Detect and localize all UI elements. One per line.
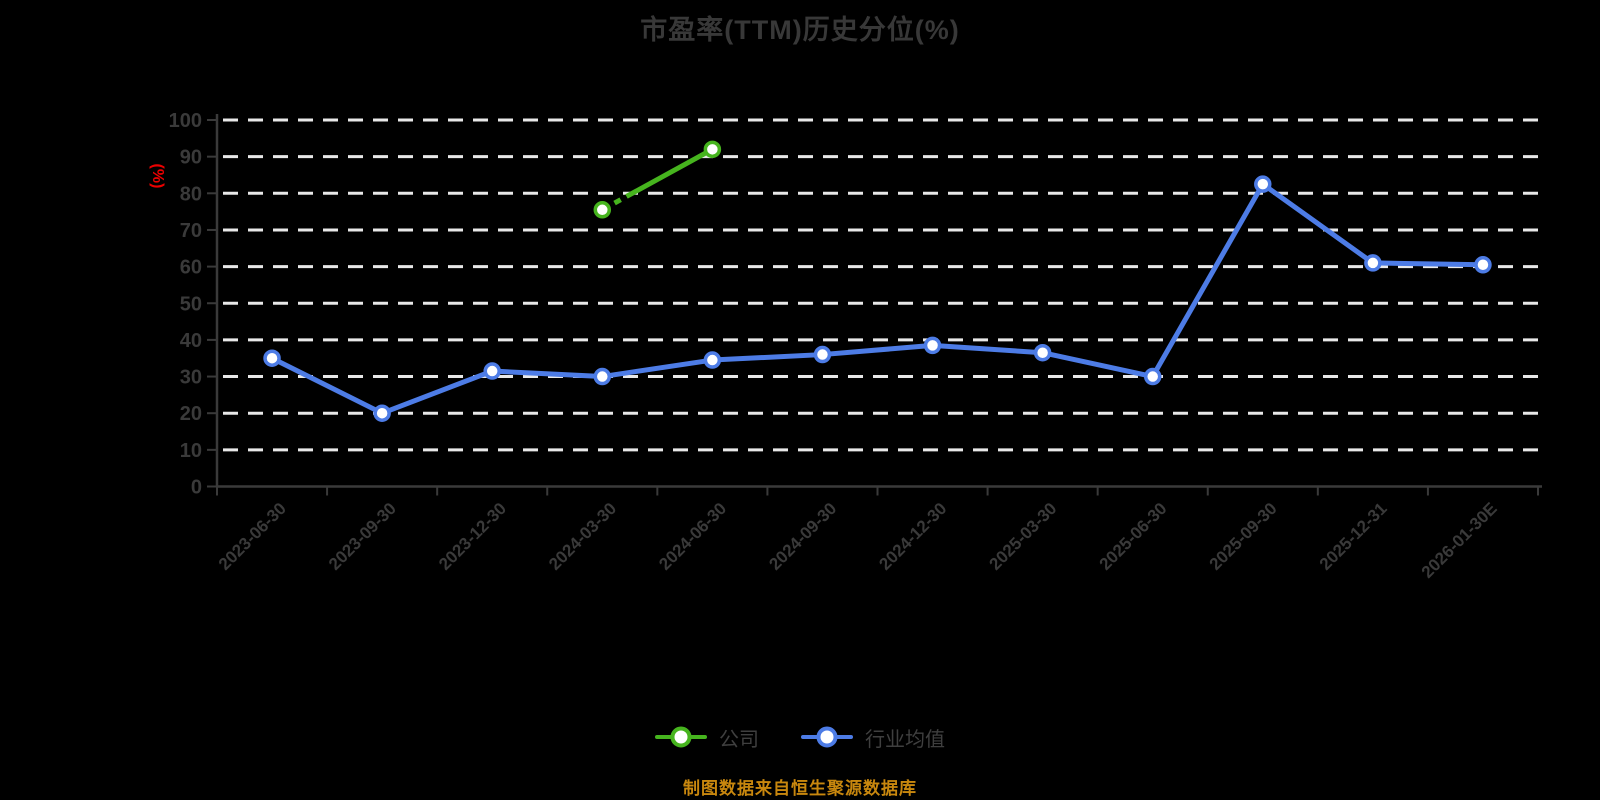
legend: 公司 行业均值	[0, 720, 1600, 754]
data-point-marker[interactable]	[703, 351, 722, 369]
legend-label-company: 公司	[719, 728, 759, 751]
legend-item-industry-average[interactable]: 行业均值	[801, 723, 945, 752]
plot-area: 0 10 20 30 40 50 60 70 80 90 100 2023-06-30 2023-09-…	[149, 110, 1542, 582]
x-tick-label: 2026-01-30E	[1418, 499, 1501, 582]
legend-item-company[interactable]: 公司	[655, 723, 759, 752]
data-point-marker[interactable]	[1474, 256, 1492, 274]
legend-circle	[816, 726, 838, 748]
x-tick-label: 2024-03-30	[545, 499, 620, 574]
industry-series-marker-icon	[801, 726, 853, 748]
y-tick-label: 10	[180, 440, 202, 462]
y-tick-label: 20	[180, 403, 202, 425]
x-tick-label: 2023-12-30	[435, 499, 510, 574]
y-tick-label: 60	[180, 257, 202, 279]
x-tick-label: 2025-03-30	[986, 499, 1061, 574]
x-tick-label: 2025-06-30	[1096, 499, 1171, 574]
series-line-1	[270, 181, 1483, 416]
data-point-marker[interactable]	[373, 404, 391, 422]
data-point-marker[interactable]	[923, 336, 942, 355]
y-axis-name: (%)	[149, 164, 166, 189]
data-point-marker[interactable]	[593, 201, 612, 219]
y-tick-label: 70	[180, 220, 202, 242]
company-series-marker-icon	[655, 726, 707, 748]
x-tick-label: 2025-09-30	[1206, 499, 1281, 574]
x-tick-label: 2024-09-30	[765, 499, 840, 574]
series-line-0	[625, 147, 714, 199]
data-point-marker[interactable]	[1254, 175, 1272, 193]
data-point-marker[interactable]	[703, 140, 722, 159]
y-tick-label: 100	[169, 110, 202, 132]
x-tick-label: 2025-12-31	[1316, 499, 1391, 574]
x-tick-label: 2023-06-30	[215, 499, 290, 574]
data-point-marker[interactable]	[1364, 254, 1382, 272]
data-source-note: 制图数据来自恒生聚源数据库	[683, 779, 917, 798]
data-point-marker[interactable]	[263, 349, 281, 367]
data-point-marker[interactable]	[483, 362, 501, 380]
data-point-marker[interactable]	[1143, 367, 1162, 386]
y-tick-label: 90	[180, 147, 202, 169]
x-tick-label: 2023-09-30	[325, 499, 400, 574]
x-tick-label: 2024-12-30	[875, 499, 950, 574]
data-point-marker[interactable]	[1033, 343, 1052, 362]
y-tick-label: 0	[191, 477, 202, 499]
chart-title: 市盈率(TTM)历史分位(%)	[640, 15, 960, 45]
data-point-marker[interactable]	[813, 345, 832, 364]
data-point-marker[interactable]	[593, 367, 612, 386]
legend-label-industry-average: 行业均值	[865, 728, 945, 751]
y-tick-label: 30	[180, 367, 202, 389]
y-tick-label: 80	[180, 183, 202, 205]
x-tick-label: 2024-06-30	[655, 499, 730, 574]
legend-circle	[670, 726, 692, 748]
y-tick-label: 40	[180, 330, 202, 352]
y-tick-label: 50	[180, 293, 202, 315]
